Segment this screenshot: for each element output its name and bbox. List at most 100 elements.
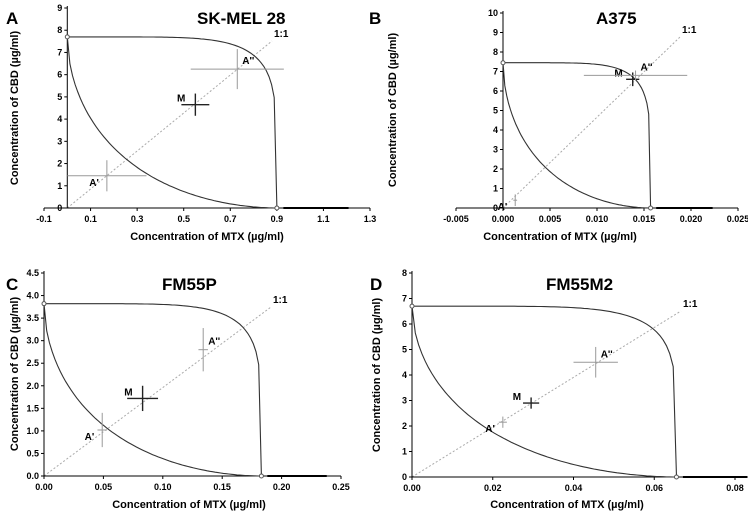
chart-title: FM55M2 (546, 275, 613, 294)
x-tick-label: 1.3 (364, 214, 377, 224)
point-label: A' (85, 432, 95, 443)
y-tick-label: 2 (402, 421, 407, 431)
point-label: M (614, 68, 622, 79)
point-a-prime: A' (67, 160, 147, 192)
y-intercept-marker (64, 34, 70, 40)
point-label: A' (89, 178, 99, 189)
x-tick-label: 0.005 (539, 214, 562, 224)
y-tick-label: 0 (57, 203, 62, 213)
x-tick-label: 0.00 (403, 483, 421, 493)
y-tick-label: 4 (493, 125, 498, 135)
x-tick-label: 0.9 (271, 214, 284, 224)
x-tick-label: 0.025 (727, 214, 748, 224)
y-tick-label: 5 (402, 345, 407, 355)
point-label: A' (498, 202, 508, 213)
x-intercept-marker (258, 473, 264, 479)
x-tick-label: 0.3 (131, 214, 144, 224)
lower-isobole (43, 303, 262, 477)
diagonal-label: 1:1 (273, 295, 288, 306)
y-tick-label: 1 (402, 447, 407, 457)
panel-letter: B (369, 9, 381, 28)
y-axis-label: Concentration of CBD (µg/ml) (9, 297, 21, 452)
y-tick-label: 2.0 (26, 381, 39, 391)
diagonal-label: 1:1 (274, 29, 289, 40)
y-tick-label: 3.0 (26, 336, 39, 346)
point-m: M (513, 392, 540, 409)
x-tick-label: -0.005 (443, 214, 469, 224)
point-label: A'' (208, 337, 220, 348)
x-axis-label: Concentration of MTX (µg/ml) (130, 231, 284, 243)
panel-letter: A (6, 9, 18, 28)
y-tick-label: 8 (493, 47, 498, 57)
x-tick-label: 0.04 (565, 483, 583, 493)
x-tick-label: 0.05 (95, 482, 113, 492)
point-m: M (177, 93, 210, 116)
y-tick-label: 3.5 (26, 313, 39, 323)
chart-title: SK-MEL 28 (197, 9, 286, 28)
lower-isobole (66, 36, 277, 209)
x-tick-label: 0.1 (84, 214, 97, 224)
y-axis-label: Concentration of CBD (µg/ml) (387, 33, 399, 188)
y-tick-label: 3 (57, 136, 62, 146)
y-intercept-marker (409, 303, 415, 309)
panel-letter: C (6, 275, 18, 294)
diagonal-line (411, 310, 682, 478)
y-tick-label: 6 (402, 319, 407, 329)
x-intercept-marker (673, 474, 679, 480)
y-tick-label: 0 (402, 472, 407, 482)
y-tick-label: 0.0 (26, 471, 39, 481)
diagonal-label: 1:1 (682, 25, 697, 36)
point-label: A'' (242, 56, 254, 67)
y-tick-label: 1.0 (26, 426, 39, 436)
point-a-prime: A' (485, 416, 507, 435)
point-a-prime: A' (85, 412, 107, 448)
upper-isobole (503, 62, 652, 209)
diagonal-label: 1:1 (683, 299, 698, 310)
diagonal-line (502, 36, 681, 209)
y-tick-label: 6 (57, 70, 62, 80)
x-tick-label: 0.010 (586, 214, 609, 224)
y-tick-label: 1 (493, 184, 498, 194)
upper-isobole (44, 303, 262, 477)
upper-isobole (411, 305, 678, 478)
y-tick-label: 9 (493, 28, 498, 38)
y-tick-label: 2 (57, 159, 62, 169)
x-tick-label: 0.06 (645, 483, 663, 493)
chart-panel-C: C FM55P 1:1 0.00 0.05 0.10 0.15 0.20 0.25 0.0 0.5 1… (6, 268, 350, 511)
point-label: M (513, 392, 521, 403)
point-m: M (124, 385, 159, 412)
y-tick-label: 4 (402, 370, 407, 380)
y-tick-label: 7 (493, 67, 498, 77)
chart-title: A375 (596, 9, 637, 28)
chart-panel-D: D FM55M2 1:1 0.00 0.02 0.04 0.06 0.08 0 1 2 3 4 5 6 7 8 C… (370, 268, 748, 511)
y-tick-label: 4.0 (26, 291, 39, 301)
x-tick-label: 0.5 (177, 214, 190, 224)
x-axis-label: Concentration of MTX (µg/ml) (483, 231, 637, 243)
y-tick-label: 1 (57, 181, 62, 191)
x-tick-label: 0.000 (492, 214, 515, 224)
y-tick-label: 7 (402, 294, 407, 304)
x-tick-label: 0.20 (273, 482, 291, 492)
x-tick-label: 0.7 (224, 214, 237, 224)
x-intercept-marker (648, 205, 654, 211)
x-tick-label: -0.1 (36, 214, 52, 224)
y-tick-label: 8 (402, 268, 407, 278)
y-tick-label: 5 (493, 106, 498, 116)
x-tick-label: 0.00 (35, 482, 53, 492)
point-label: A'' (601, 349, 613, 360)
point-m: M (614, 68, 640, 87)
point-label: M (177, 94, 185, 105)
x-tick-label: 0.02 (484, 483, 502, 493)
panel-letter: D (370, 275, 382, 294)
x-tick-label: 1.1 (317, 214, 330, 224)
point-a-double-prime: A'' (583, 62, 688, 81)
x-tick-label: 0.015 (633, 214, 656, 224)
y-tick-label: 1.5 (26, 403, 39, 413)
chart-title: FM55P (162, 275, 217, 294)
x-axis-label: Concentration of MTX (µg/ml) (112, 499, 266, 511)
y-tick-label: 3 (402, 396, 407, 406)
y-axis-label: Concentration of CBD (µg/ml) (371, 298, 383, 453)
lower-isobole (411, 306, 677, 478)
y-tick-label: 9 (57, 3, 62, 13)
chart-panel-B: B A375 1:1 -0.005 0.000 0.005 0.010 0.015 0.020 0… (369, 8, 748, 243)
